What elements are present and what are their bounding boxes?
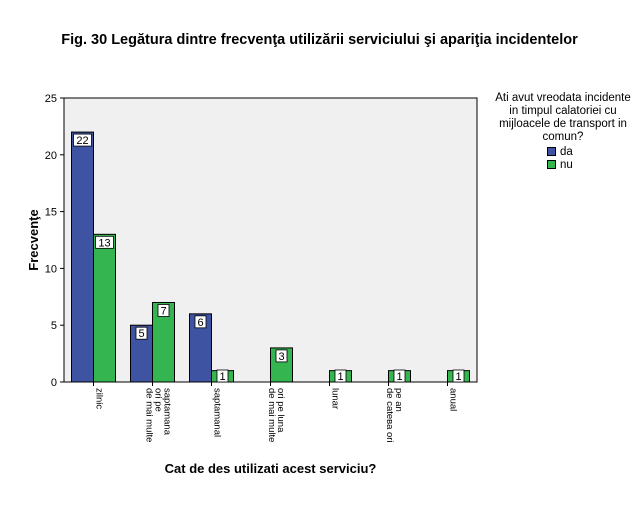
bar-nu (152, 301, 175, 383)
data-label-box (95, 235, 114, 249)
data-label: 1 (337, 371, 343, 383)
y-tick-label: 25 (45, 93, 57, 105)
data-label: 7 (160, 305, 166, 317)
data-label-box (73, 133, 92, 147)
legend-swatch-da (547, 147, 556, 156)
legend: Ati avut vreodata incidente in timpul ca… (492, 92, 634, 171)
data-label: 6 (197, 317, 203, 329)
bar-da (71, 131, 94, 383)
y-tick-label: 15 (45, 207, 57, 219)
data-label-box (334, 369, 347, 383)
legend-label-da: da (560, 145, 573, 158)
data-label-box (216, 369, 229, 383)
data-label-box (194, 315, 207, 329)
x-tick-label: de mai multeori pe luna (266, 388, 286, 442)
plot-area (63, 97, 478, 383)
y-tick-label: 10 (45, 263, 57, 275)
chart-title: Fig. 30 Legătura dintre frecvenţa utiliz… (61, 32, 578, 48)
legend-label-nu: nu (560, 158, 573, 171)
data-label: 22 (76, 135, 88, 147)
y-tick-label: 20 (45, 150, 57, 162)
data-label: 1 (455, 371, 461, 383)
data-label-box (157, 304, 170, 317)
x-tick-label: de mai multeori pesaptamana (144, 388, 173, 442)
x-tick-label: de catева oripe an (384, 388, 404, 443)
x-tick-label: anual (448, 388, 459, 411)
data-label: 13 (98, 237, 110, 249)
data-label: 5 (138, 328, 144, 340)
legend-swatch-nu (547, 160, 556, 169)
data-label: 3 (278, 351, 284, 363)
y-tick-label: 0 (51, 377, 57, 389)
x-axis-label: Cat de des utilizati acest serviciu? (165, 461, 377, 476)
legend-title: Ati avut vreodata incidente in timpul ca… (495, 92, 631, 143)
legend-item-nu: nu (547, 158, 634, 171)
x-tick-label: lunar (330, 388, 341, 409)
data-label-box (393, 369, 406, 383)
data-label-box (275, 349, 288, 363)
bar-nu (93, 233, 116, 383)
data-label-box (135, 326, 148, 340)
legend-item-da: da (547, 145, 634, 158)
y-tick-label: 5 (51, 320, 57, 332)
x-tick-label: saptamanal (212, 388, 223, 437)
x-tick-label: zilnic (94, 388, 105, 409)
data-label: 1 (219, 371, 225, 383)
y-axis-label: Frecvenţe (26, 209, 41, 270)
bar-da (189, 313, 212, 383)
data-label-box (452, 369, 465, 383)
data-label: 1 (396, 371, 402, 383)
